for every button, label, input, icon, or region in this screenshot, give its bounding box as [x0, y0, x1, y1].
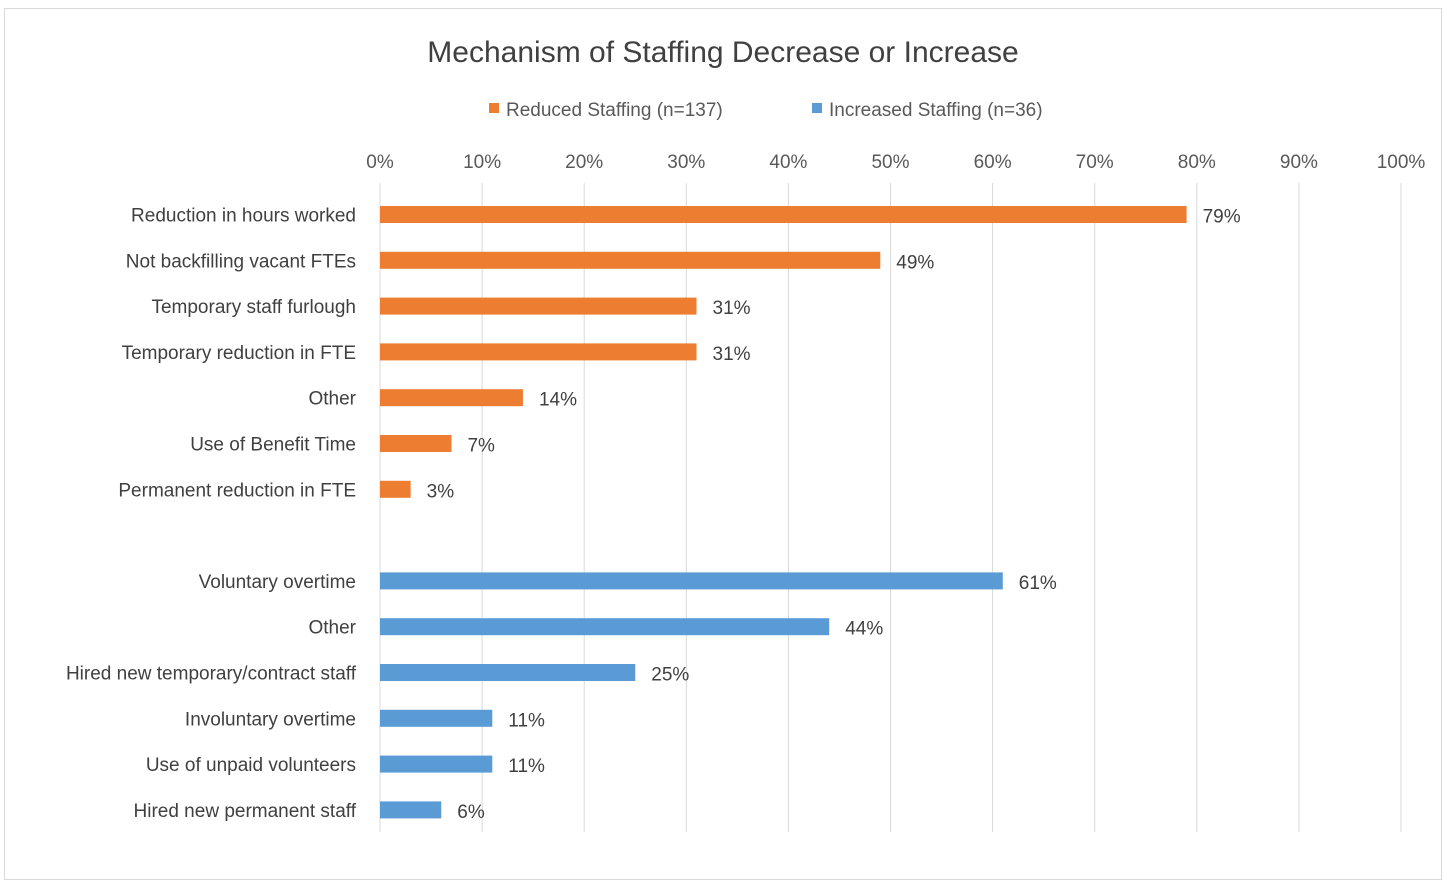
x-tick-label: 50%	[871, 152, 909, 173]
bar	[380, 801, 442, 819]
category-label: Other	[308, 389, 356, 410]
category-label: Involuntary overtime	[185, 709, 356, 730]
bar	[380, 709, 493, 727]
category-label: Hired new temporary/contract staff	[66, 664, 357, 685]
x-tick-label: 30%	[667, 152, 705, 173]
data-label: 14%	[539, 390, 577, 411]
category-label: Use of Benefit Time	[190, 435, 356, 456]
data-label: 11%	[508, 710, 545, 731]
data-label: 79%	[1203, 207, 1241, 228]
legend-swatch-increased	[812, 103, 822, 113]
category-label: Temporary reduction in FTE	[122, 343, 356, 364]
bar	[380, 618, 830, 636]
bar	[380, 480, 411, 498]
bar	[380, 664, 636, 681]
data-label: 11%	[508, 756, 545, 777]
chart-title: Mechanism of Staffing Decrease or Increa…	[427, 36, 1018, 69]
legend-label-reduced: Reduced Staffing (n=137)	[506, 100, 723, 121]
data-label: 25%	[651, 665, 689, 686]
bars	[380, 206, 1187, 819]
bar	[380, 435, 452, 452]
data-label: 3%	[427, 481, 455, 502]
data-label: 6%	[457, 802, 485, 823]
x-tick-label: 60%	[974, 152, 1012, 173]
x-tick-label: 0%	[366, 152, 394, 173]
gridlines	[481, 183, 1402, 832]
category-label: Other	[308, 618, 356, 639]
legend: Reduced Staffing (n=137) Increased Staff…	[489, 100, 1043, 121]
bar	[380, 251, 881, 269]
bar	[380, 206, 1187, 223]
bar	[380, 297, 697, 315]
category-label: Use of unpaid volunteers	[146, 755, 356, 776]
category-label: Not backfilling vacant FTEs	[126, 251, 356, 272]
data-label: 31%	[713, 344, 751, 365]
data-label: 7%	[467, 436, 495, 457]
data-label: 49%	[896, 252, 934, 273]
x-tick-label: 80%	[1178, 152, 1216, 173]
x-tick-label: 90%	[1280, 152, 1318, 173]
category-label: Permanent reduction in FTE	[118, 480, 356, 501]
x-tick-label: 100%	[1377, 152, 1426, 173]
category-label: Hired new permanent staff	[134, 801, 357, 822]
bar	[380, 389, 523, 407]
x-tick-label: 70%	[1076, 152, 1114, 173]
category-label: Temporary staff furlough	[151, 297, 356, 318]
category-label: Voluntary overtime	[199, 572, 356, 593]
x-tick-label: 10%	[463, 152, 501, 173]
data-label: 61%	[1019, 573, 1057, 594]
x-tick-label: 20%	[565, 152, 603, 173]
x-tick-label: 40%	[769, 152, 807, 173]
data-labels: 79% 49% 31% 31% 14% 7% 3% 61% 44% 25% 11% 11% 6%	[427, 207, 1241, 823]
data-label: 31%	[713, 298, 751, 319]
data-label: 44%	[845, 619, 883, 640]
chart-frame	[4, 8, 1442, 880]
category-labels: Reduction in hours worked Not backfilling…	[66, 206, 357, 822]
bar	[380, 755, 493, 773]
legend-swatch-reduced	[489, 103, 499, 113]
category-label: Reduction in hours worked	[131, 206, 356, 227]
bar	[380, 572, 1003, 590]
x-axis-tick-labels: 0% 10% 20% 30% 40% 50% 60% 70% 80% 90% 100%	[366, 152, 1425, 173]
legend-label-increased: Increased Staffing (n=36)	[829, 100, 1043, 121]
bar	[380, 343, 697, 361]
